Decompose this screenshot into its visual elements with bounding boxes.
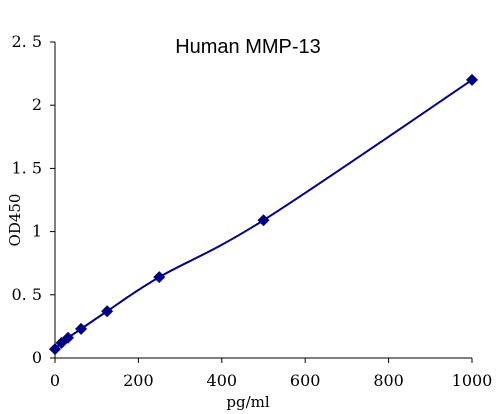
series-markers — [49, 73, 478, 356]
chart-title: Human MMP-13 — [175, 36, 321, 58]
x-tick-label: 200 — [123, 371, 154, 390]
y-tick-label: 0 — [32, 348, 42, 367]
x-tick-label: 1000 — [452, 371, 493, 390]
y-tick-label: 1 — [32, 222, 42, 241]
data-point-marker — [75, 322, 88, 335]
data-point-marker — [49, 343, 61, 356]
y-tick-label: 0. 5 — [11, 285, 42, 304]
x-tick-label: 400 — [207, 371, 238, 390]
y-axis-label: OD450 — [6, 194, 24, 247]
data-point-marker — [153, 271, 166, 284]
y-tick-label: 1. 5 — [11, 158, 42, 177]
data-point-marker — [55, 336, 68, 349]
data-point-marker — [466, 73, 478, 86]
data-point-marker — [101, 305, 114, 318]
x-axis-ticks: 0 200 400 600 800 1000 — [50, 358, 492, 390]
x-tick-label: 800 — [373, 371, 404, 390]
data-point-marker — [62, 331, 75, 344]
x-tick-label: 0 — [50, 371, 60, 390]
y-tick-label: 2 — [32, 95, 42, 114]
y-axis-ticks: 0 0. 5 1 1. 5 2 2. 5 — [11, 32, 55, 367]
x-axis-label: pg/ml — [226, 393, 269, 411]
data-point-marker — [257, 214, 270, 227]
y-tick-label: 2. 5 — [11, 32, 42, 51]
x-tick-label: 600 — [290, 371, 321, 390]
